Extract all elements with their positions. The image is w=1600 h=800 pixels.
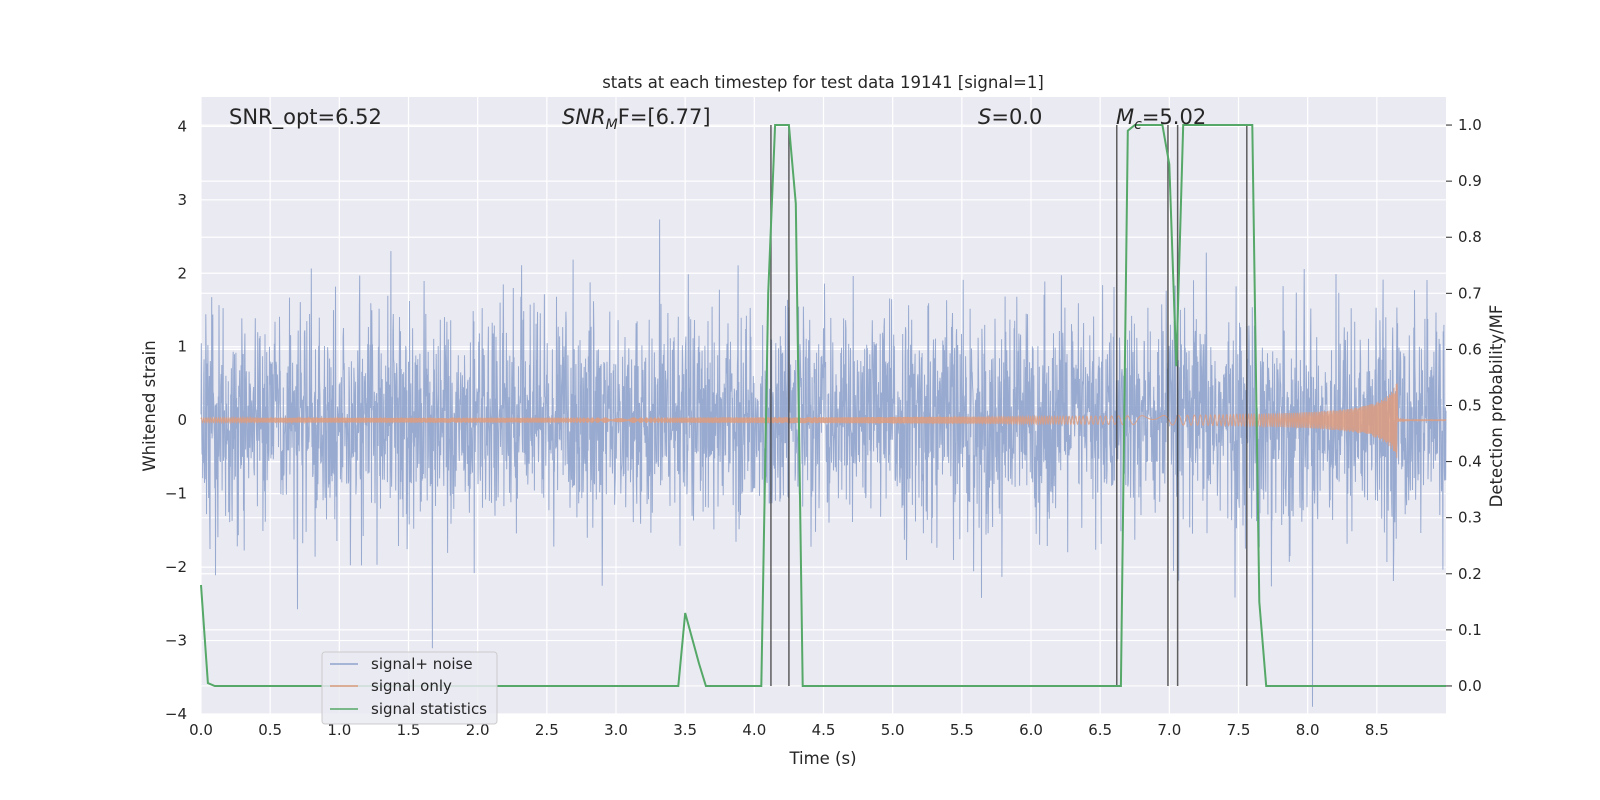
signal-only-series	[200, 383, 1447, 459]
x-axis-ticks: 0.0 0.5 1.0 1.5 2.0 2.5 3.0 3.5 4.0 4.5 5.0 5.5 6.0 6…	[189, 721, 1389, 739]
right-y-tick-label: 0.3	[1458, 509, 1482, 527]
right-y-tick-label: 1.0	[1458, 116, 1482, 134]
annotation-snr-opt: SNR_opt=6.52	[229, 105, 382, 130]
x-tick-label: 5.0	[881, 721, 905, 739]
x-tick-label: 6.5	[1088, 721, 1112, 739]
right-y-tick-label: 0.9	[1458, 172, 1482, 190]
annotation-mc: Mc=5.02	[1116, 105, 1206, 133]
y-tick-label: −4	[165, 705, 187, 723]
signal-line	[200, 383, 1447, 459]
y-tick-label: −1	[165, 485, 187, 503]
right-y-tick-label: 0.6	[1458, 340, 1482, 358]
x-tick-label: 8.5	[1365, 721, 1389, 739]
right-y-tick-label: 0.4	[1458, 453, 1482, 471]
x-tick-label: 3.0	[604, 721, 628, 739]
right-y-tick-label: 0.7	[1458, 284, 1482, 302]
y-tick-label: 1	[177, 338, 187, 356]
x-tick-label: 0.5	[258, 721, 282, 739]
right-y-axis-label: Detection probability/MF	[1487, 305, 1506, 508]
y-tick-label: 3	[177, 191, 187, 209]
y-axis-ticks: 4 3 2 1 0 −1 −2 −3 −4	[165, 117, 187, 723]
x-tick-label: 8.0	[1296, 721, 1320, 739]
legend: signal+ noise signal only signal statist…	[321, 651, 498, 725]
x-tick-label: 6.0	[1019, 721, 1043, 739]
right-y-tick-label: 0.8	[1458, 228, 1482, 246]
x-axis-label: Time (s)	[788, 749, 856, 768]
y-tick-label: −2	[165, 558, 187, 576]
annotation-snr-mf: SNRMF=[6.77]	[562, 105, 711, 133]
right-y-tick-label: 0.1	[1458, 621, 1482, 639]
x-tick-label: 2.0	[466, 721, 490, 739]
legend-label-stats: signal statistics	[371, 700, 487, 718]
noise-line	[200, 219, 1447, 707]
x-tick-label: 2.5	[535, 721, 559, 739]
right-y-tick-label: 0.5	[1458, 397, 1482, 415]
y-axis-label: Whitened strain	[140, 340, 159, 471]
x-tick-label: 1.0	[327, 721, 351, 739]
x-tick-label: 3.5	[673, 721, 697, 739]
y-tick-label: −3	[165, 632, 187, 650]
legend-box	[321, 651, 498, 725]
legend-label-noise: signal+ noise	[371, 655, 473, 673]
y-tick-label: 0	[177, 411, 187, 429]
signal-statistics-series	[200, 124, 1446, 687]
stats-line	[200, 124, 1446, 687]
x-tick-label: 1.5	[397, 721, 421, 739]
x-tick-label: 7.5	[1227, 721, 1251, 739]
vertical-markers	[770, 125, 1248, 686]
x-tick-label: 5.5	[950, 721, 974, 739]
chart-title: stats at each timestep for test data 191…	[602, 73, 1044, 92]
annotation-s: S=0.0	[978, 105, 1042, 129]
right-y-tick-label: 0.2	[1458, 565, 1482, 583]
right-y-tick-label: 0.0	[1458, 677, 1482, 695]
x-tick-label: 0.0	[189, 721, 213, 739]
right-y-axis-ticks: 1.0 0.9 0.8 0.7 0.6 0.5 0.4 0.3 0.2 0.1 0.0	[1446, 116, 1482, 695]
x-tick-label: 4.5	[812, 721, 836, 739]
legend-label-signal: signal only	[371, 677, 452, 695]
y-tick-label: 2	[177, 264, 187, 282]
x-tick-label: 4.0	[742, 721, 766, 739]
x-tick-label: 7.0	[1157, 721, 1181, 739]
y-tick-label: 4	[177, 117, 187, 135]
signal-noise-series	[200, 219, 1447, 707]
